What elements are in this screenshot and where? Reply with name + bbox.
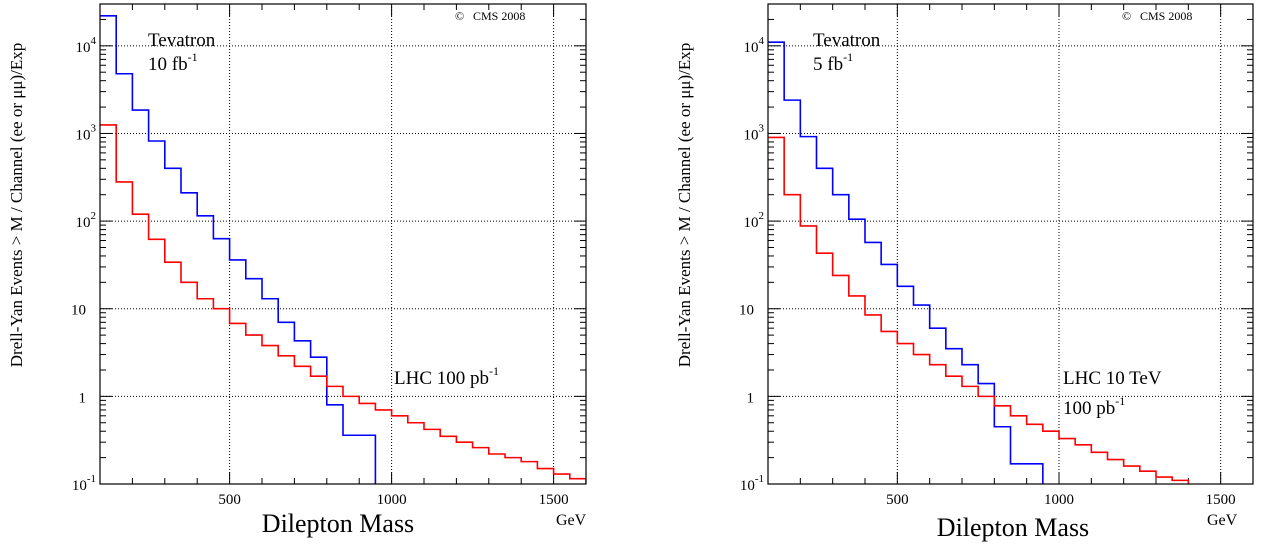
histogram-series-2 (100, 124, 586, 484)
y-axis-label: Drell-Yan Events > M / Channel (ee or μμ… (7, 43, 26, 367)
y-tick-exponent: 2 (91, 210, 97, 222)
y-tick-exponent: -1 (87, 473, 96, 485)
plot-frame (99, 3, 587, 485)
annotation-tevatron-lumi-base: 5 fb (813, 54, 843, 75)
y-tick-base: 10 (744, 215, 759, 231)
annotation-lhc-lumi-exp: -1 (1115, 394, 1125, 408)
x-axis-unit: GeV (1207, 512, 1238, 529)
y-tick-base: 10 (76, 215, 91, 231)
copyright-text: CMS 2008 (473, 9, 525, 23)
y-tick-base: 10 (744, 127, 759, 143)
y-tick-label: 10 (739, 303, 754, 319)
annotation-tevatron-lumi: 5 fb-1 (813, 50, 853, 75)
annotation-tevatron-lumi-base: 10 fb (148, 54, 188, 75)
y-tick-exponent: 2 (759, 210, 765, 222)
annotation-lhc: LHC 10 TeV (1063, 368, 1162, 389)
y-tick-label: 10 (71, 303, 86, 319)
x-tick-label: 1000 (1044, 492, 1074, 508)
x-tick-label: 500 (886, 492, 909, 508)
annotation-lhc: LHC 100 pb-1 (394, 364, 499, 389)
x-axis-label: Dilepton Mass (262, 509, 414, 538)
x-tick-label: 1500 (539, 492, 569, 508)
copyright-text: CMS 2008 (1140, 9, 1192, 23)
y-tick-exponent: 4 (91, 35, 97, 47)
x-tick-label: 1000 (377, 492, 407, 508)
y-tick-base: 10 (72, 478, 87, 494)
histogram-series-1 (768, 41, 1044, 484)
y-tick-base: 10 (76, 127, 91, 143)
y-tick-label: 1 (747, 390, 755, 406)
x-tick-label: 500 (218, 492, 241, 508)
annotation-tevatron-lumi-exp: -1 (188, 50, 198, 64)
histogram-series-2 (768, 136, 1190, 484)
copyright-symbol: © (1122, 9, 1131, 23)
x-axis-unit: GeV (556, 512, 587, 529)
y-tick-exponent: 4 (759, 35, 765, 47)
y-tick-base: 10 (71, 303, 86, 319)
y-tick-base: 10 (76, 40, 91, 56)
y-tick-label: 102 (76, 210, 97, 231)
y-tick-label: 103 (76, 122, 97, 143)
y-tick-base: 1 (747, 390, 755, 406)
y-tick-label: 1 (79, 390, 87, 406)
y-tick-exponent: -1 (755, 473, 764, 485)
x-axis-label: Dilepton Mass (937, 513, 1089, 542)
copyright-symbol: © (455, 9, 464, 23)
histogram-series-1 (100, 15, 377, 484)
annotation-lhc-lumi: 100 pb-1 (1063, 394, 1125, 419)
y-tick-label: 10-1 (740, 473, 764, 494)
y-tick-base: 10 (739, 303, 754, 319)
y-tick-base: 10 (744, 40, 759, 56)
annotation-tevatron: Tevatron (148, 30, 216, 51)
annotation-lhc-exp: -1 (489, 364, 499, 378)
y-tick-exponent: 3 (759, 122, 765, 134)
annotation-tevatron-lumi-exp: -1 (843, 50, 853, 64)
annotation-tevatron-lumi: 10 fb-1 (148, 50, 198, 75)
y-tick-label: 104 (76, 35, 97, 56)
annotation-lhc-base: LHC 100 pb (394, 368, 489, 389)
y-tick-label: 103 (744, 122, 765, 143)
y-tick-label: 102 (744, 210, 765, 231)
y-tick-exponent: 3 (91, 122, 97, 134)
y-tick-label: 104 (744, 35, 765, 56)
plot-frame (767, 3, 1254, 485)
x-tick-label: 1500 (1206, 492, 1236, 508)
y-tick-base: 1 (79, 390, 87, 406)
annotation-lhc-lumi-base: 100 pb (1063, 398, 1115, 419)
annotation-lhc-base: LHC 10 TeV (1063, 368, 1162, 389)
y-tick-label: 10-1 (72, 473, 96, 494)
y-tick-base: 10 (740, 478, 755, 494)
y-axis-label: Drell-Yan Events > M / Channel (ee or μμ… (675, 43, 694, 367)
annotation-tevatron: Tevatron (813, 30, 881, 51)
